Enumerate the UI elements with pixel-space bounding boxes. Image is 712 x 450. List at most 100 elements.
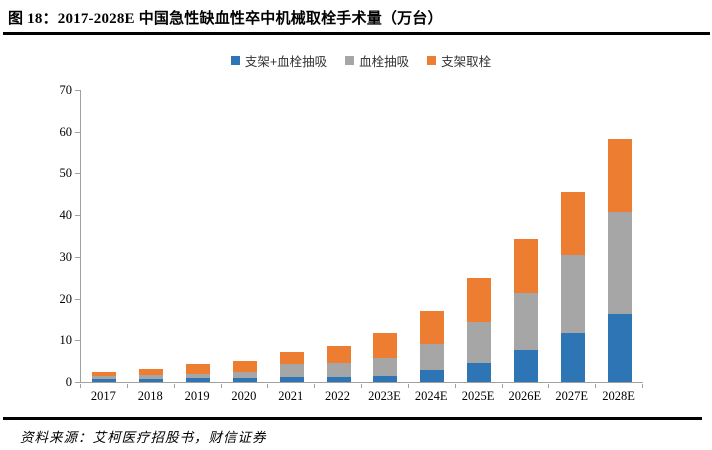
figure-title: 图 18：2017-2028E 中国急性缺血性卒中机械取栓手术量（万台） (8, 11, 443, 27)
x-axis-tick-mark (126, 383, 128, 388)
stacked-bar-2020 (232, 361, 257, 382)
legend-item-1: 支架+血栓抽吸 (230, 51, 328, 70)
bar-segment (279, 377, 304, 382)
y-axis-tick-mark (75, 131, 80, 133)
bar-segment (326, 346, 351, 363)
bar-segment (232, 361, 257, 373)
bar-segment (92, 371, 117, 377)
y-axis-tick-mark (75, 215, 80, 217)
y-axis-tick-mark (75, 298, 80, 300)
bar-segment (513, 349, 538, 382)
bar-segment (467, 278, 492, 322)
bar-segment (467, 362, 492, 382)
x-axis-tick-mark (501, 383, 503, 388)
bar-segment (92, 379, 117, 382)
x-axis-tick-mark (267, 383, 269, 388)
stacked-bar-2018 (139, 368, 164, 382)
y-axis-tick-mark (75, 173, 80, 175)
y-axis-tick-mark (75, 340, 80, 342)
bar-column-2023E (362, 90, 409, 382)
legend-label: 支架+血栓抽吸 (244, 54, 328, 69)
source-note: 资料来源：艾柯医疗招股书，财信证券 (20, 430, 267, 445)
bar-segment (139, 378, 164, 382)
legend-swatch-icon (230, 55, 240, 65)
bar-segment (560, 254, 585, 334)
x-axis-label: 2018 (137, 389, 163, 403)
bar-segment (326, 377, 351, 382)
bar-segment (607, 314, 632, 382)
y-axis-tick-label: 50 (59, 166, 73, 181)
bar-segment (92, 376, 117, 380)
bar-series-container (81, 90, 643, 382)
bar-segment (467, 321, 492, 363)
x-axis-tick-mark (220, 383, 222, 388)
legend-label: 支架取栓 (441, 54, 492, 69)
bar-segment (279, 364, 304, 378)
bar-segment (420, 311, 445, 345)
y-axis-tick-label: 30 (59, 249, 73, 264)
bar-segment (279, 351, 304, 365)
bar-segment (607, 138, 632, 212)
legend-swatch-icon (345, 55, 355, 65)
chart-plot-area (80, 90, 643, 383)
legend-item-3: 支架取栓 (427, 51, 491, 70)
stacked-bar-2021 (279, 351, 304, 382)
bar-segment (373, 333, 398, 359)
bar-segment (420, 344, 445, 370)
footer-divider (3, 417, 702, 420)
bar-segment (420, 369, 445, 382)
stacked-bar-2027E (560, 191, 585, 382)
y-axis-tick-label: 10 (59, 333, 73, 348)
x-axis-label: 2022 (325, 389, 351, 403)
bar-column-2017 (81, 90, 128, 382)
bar-segment (186, 373, 211, 379)
stacked-bar-2019 (186, 363, 211, 382)
stacked-bar-2025E (467, 278, 492, 382)
bar-segment (560, 333, 585, 382)
bar-column-2022 (315, 90, 362, 382)
title-divider (3, 32, 710, 35)
x-axis-label: 2027E (555, 389, 589, 403)
bar-segment (232, 372, 257, 379)
chart-legend: 支架+血栓抽吸 血栓抽吸 支架取栓 (80, 51, 642, 70)
x-axis-tick-mark (548, 383, 550, 388)
bar-segment (186, 363, 211, 374)
stacked-bar-2028E (607, 138, 632, 382)
x-axis-tick-mark (454, 383, 456, 388)
stacked-bar-2022 (326, 346, 351, 382)
y-axis-tick-label: 20 (59, 291, 73, 306)
x-axis-label: 2021 (278, 389, 304, 403)
stacked-bar-2026E (513, 238, 538, 382)
bar-column-2024E (409, 90, 456, 382)
legend-swatch-icon (427, 55, 437, 65)
bar-column-2028E (596, 90, 643, 382)
stacked-bar-2023E (373, 333, 398, 382)
legend-item-2: 血栓抽吸 (345, 51, 409, 70)
x-axis-labels: 2017 2018 2019 2020 2021 2022 2023E 2024E 2025E 2… (80, 389, 642, 404)
y-axis-tick-label: 70 (59, 83, 73, 97)
x-axis-tick-mark (173, 383, 175, 388)
bar-column-2020 (221, 90, 268, 382)
bar-segment (560, 191, 585, 255)
stacked-bar-2017 (92, 371, 117, 382)
x-axis-label: 2026E (508, 389, 542, 403)
x-axis-tick-mark (642, 383, 643, 388)
bar-segment (232, 378, 257, 382)
bar-segment (513, 238, 538, 293)
x-axis-tick-mark (314, 383, 316, 388)
bar-segment (513, 292, 538, 350)
bar-column-2018 (128, 90, 175, 382)
x-axis-tick-mark (80, 383, 81, 388)
y-axis-tick-mark (75, 90, 80, 91)
y-axis-tick-mark (75, 256, 80, 258)
bar-column-2021 (268, 90, 315, 382)
x-axis-label: 2024E (414, 389, 448, 403)
x-axis-label: 2017 (90, 389, 116, 403)
y-axis-tick-mark (75, 382, 80, 383)
x-axis-label: 2023E (368, 389, 401, 403)
bar-column-2026E (502, 90, 549, 382)
x-axis-tick-mark (407, 383, 409, 388)
stacked-bar-2024E (420, 311, 445, 382)
bar-segment (186, 378, 211, 382)
y-axis-tick-label: 0 (65, 375, 72, 389)
